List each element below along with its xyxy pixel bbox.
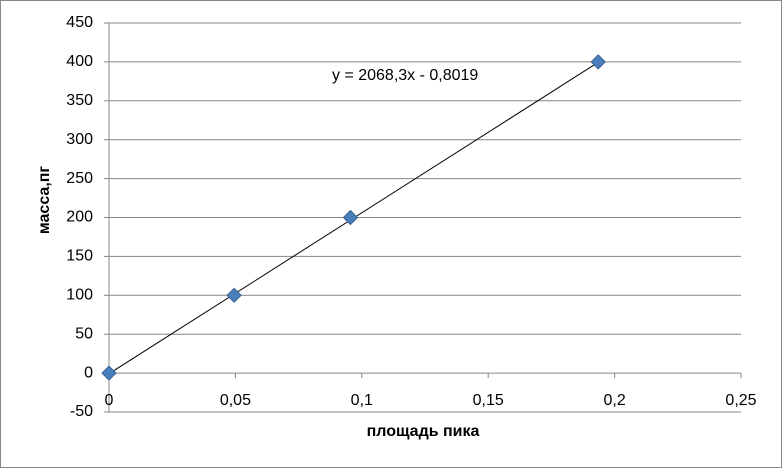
y-tick-label: 250	[66, 170, 93, 187]
y-tick-label: 50	[75, 325, 93, 342]
y-tick-label: 450	[66, 14, 93, 31]
y-tick-label: 200	[66, 209, 93, 226]
y-tick-label: 150	[66, 248, 93, 265]
y-tick-label: -50	[70, 403, 93, 420]
y-tick-label: 300	[66, 131, 93, 148]
x-tick-label: 0,2	[603, 392, 625, 409]
x-tick-label: 0,05	[220, 392, 251, 409]
marker	[226, 287, 242, 304]
marker	[590, 54, 606, 70]
y-axis-title: масса,пг	[36, 166, 53, 235]
y-tick-label: 100	[66, 287, 93, 304]
x-tick-label: 0,1	[351, 392, 373, 409]
y-tick-label: 400	[66, 53, 93, 70]
trendline-label: y = 2068,3x - 0,8019	[332, 67, 478, 84]
x-tick-label: 0,25	[725, 392, 756, 409]
y-tick-label: 350	[66, 92, 93, 109]
x-tick-label: 0,15	[473, 392, 504, 409]
x-tick-label: 0	[105, 392, 114, 409]
y-tick-label: 0	[84, 364, 93, 381]
marker	[342, 209, 359, 226]
x-axis-title: площадь пика	[367, 423, 480, 440]
marker	[101, 365, 117, 381]
